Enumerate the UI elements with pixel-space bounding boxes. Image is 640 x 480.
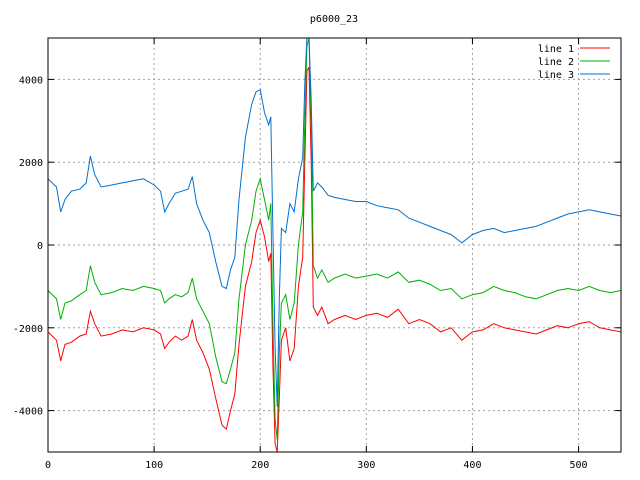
chart-title: p6000_23	[310, 14, 358, 25]
axis-ticks: 0 100 200 300 400 500 -4000 -2000 0 2000 4000	[13, 38, 621, 471]
series-3-line	[48, 38, 621, 407]
legend-label: line 2	[538, 57, 574, 68]
y-tick-label: -4000	[13, 407, 43, 418]
x-tick-label: 500	[570, 460, 588, 471]
y-tick-label: 4000	[19, 75, 43, 86]
x-tick-label: 100	[145, 460, 163, 471]
series-lines	[48, 38, 621, 452]
legend-label: line 1	[538, 44, 574, 55]
series-1-line	[48, 66, 621, 452]
x-tick-label: 0	[45, 460, 51, 471]
x-tick-label: 200	[251, 460, 269, 471]
y-tick-label: 2000	[19, 158, 43, 169]
series-2-line	[48, 38, 621, 440]
grid-lines	[48, 38, 621, 452]
x-tick-label: 300	[357, 460, 375, 471]
legend-label: line 3	[538, 70, 574, 81]
x-tick-label: 400	[463, 460, 481, 471]
y-tick-label: 0	[37, 241, 43, 252]
legend: line 1 line 2 line 3	[538, 44, 610, 81]
y-tick-label: -2000	[13, 324, 43, 335]
